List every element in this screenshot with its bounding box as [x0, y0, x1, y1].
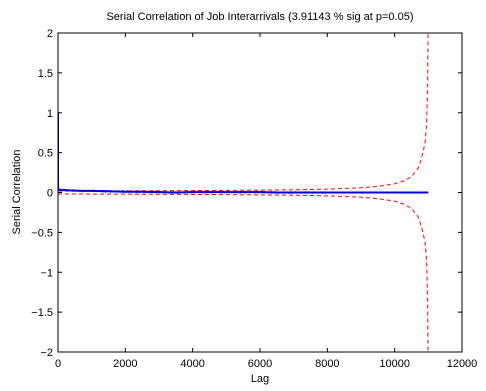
serial-correlation-noise-segment	[276, 191, 294, 195]
x-axis-title: Lag	[251, 373, 269, 385]
x-tick-label: 10000	[379, 358, 410, 370]
serial-correlation-noise-segment	[360, 191, 378, 194]
y-tick-label: −1	[40, 267, 53, 279]
x-tick-label: 8000	[315, 358, 339, 370]
upper-significance-bound-line	[58, 33, 429, 192]
serial-correlation-noise-segment	[142, 190, 160, 194]
serial-correlation-noise-segment	[158, 190, 177, 195]
serial-correlation-noise-segment	[64, 188, 72, 192]
serial-correlation-noise-segment	[91, 189, 109, 193]
serial-correlation-noise-segment	[310, 191, 328, 195]
serial-correlation-noise-segment	[344, 191, 362, 194]
serial-correlation-noise-segment	[71, 188, 82, 192]
serial-correlation-noise	[59, 188, 429, 195]
lower-significance-bound-line	[58, 193, 429, 352]
serial-correlation-noise-segment	[226, 190, 244, 194]
serial-correlation-noise-segment	[377, 191, 395, 194]
x-tick-label: 12000	[447, 358, 478, 370]
serial-correlation-noise-segment	[192, 190, 210, 194]
y-tick-label: 0	[47, 188, 53, 200]
serial-correlation-noise-segment	[61, 188, 66, 192]
axes: 0 2000 4000 6000 8000 10000 12000 −2 −1.5 −1 −0.5 0…	[31, 28, 477, 370]
serial-correlation-noise-segment	[108, 189, 126, 194]
serial-correlation-noise-segment	[411, 191, 429, 194]
plot-area	[58, 33, 429, 352]
serial-correlation-noise-segment	[175, 190, 193, 195]
y-tick-label: 0.5	[38, 148, 53, 160]
chart-title: Serial Correlation of Job Interarrivals …	[106, 11, 413, 23]
serial-correlation-line	[58, 112, 429, 194]
serial-correlation-noise-segment	[125, 190, 143, 194]
y-tick-label: −1.5	[31, 307, 53, 319]
y-tick-label: −0.5	[31, 227, 53, 239]
serial-correlation-noise-segment	[293, 190, 311, 194]
x-tick-label: 6000	[248, 358, 272, 370]
y-tick-label: 1	[47, 108, 53, 120]
serial-correlation-noise-segment	[243, 190, 261, 194]
y-tick-label: 2	[47, 28, 53, 40]
y-axis-title: Serial Correlation	[11, 150, 23, 235]
serial-correlation-noise-segment	[327, 191, 345, 194]
serial-correlation-noise-segment	[394, 191, 412, 194]
y-tick-label: −2	[40, 347, 53, 359]
x-tick-label: 2000	[113, 358, 137, 370]
serial-correlation-noise-segment	[81, 189, 92, 193]
serial-correlation-noise-segment	[59, 188, 62, 192]
y-tick-label: 1.5	[38, 68, 53, 80]
serial-correlation-noise-segment	[209, 190, 227, 194]
serial-correlation-noise-segment	[259, 190, 277, 194]
x-tick-label: 0	[55, 358, 61, 370]
x-tick-label: 4000	[180, 358, 204, 370]
